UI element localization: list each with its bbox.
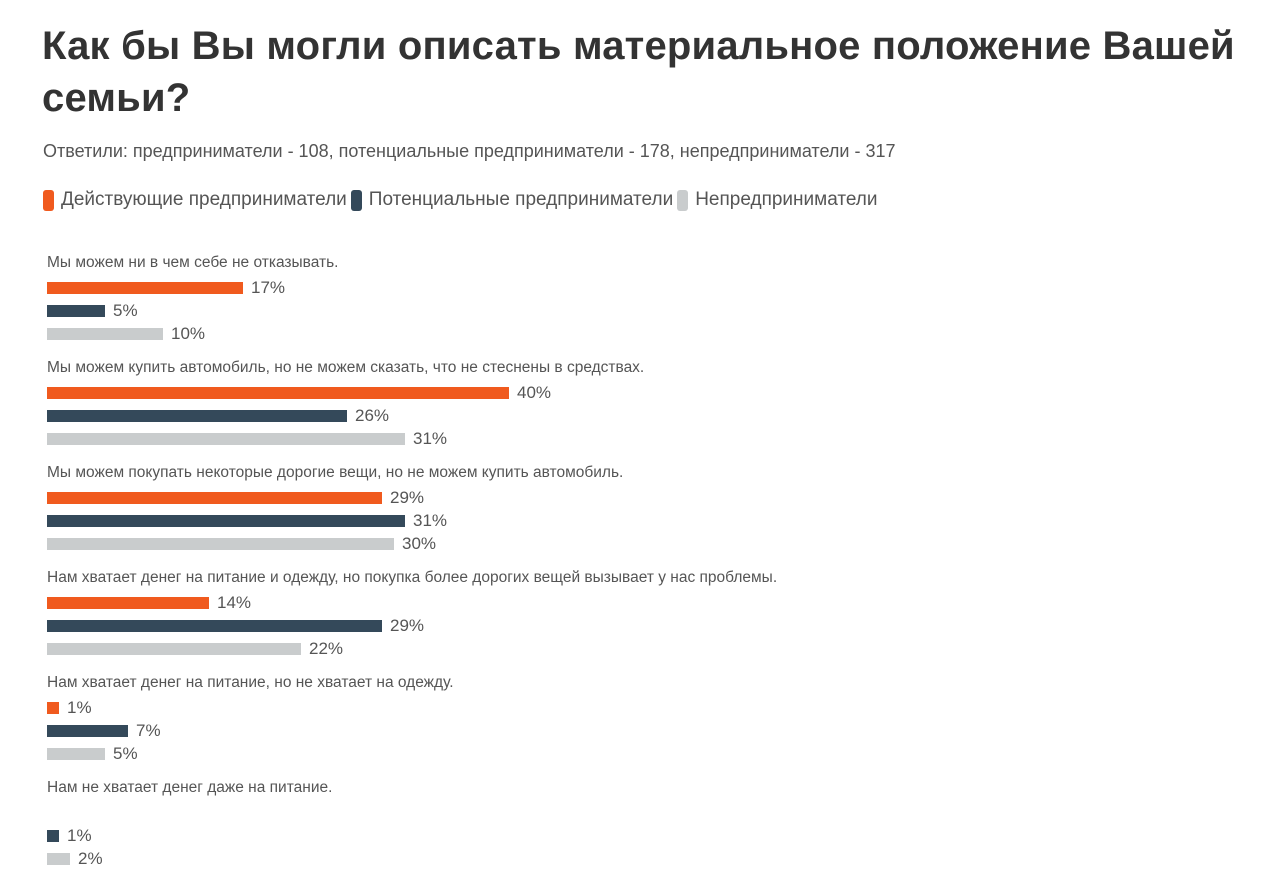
value-label: 2% xyxy=(78,849,103,868)
bar-group: Мы можем ни в чем себе не отказывать. 17… xyxy=(47,250,1247,345)
legend-label: Потенциальные предприниматели xyxy=(368,189,674,210)
value-label: 5% xyxy=(113,301,138,320)
bar[interactable] xyxy=(47,281,243,294)
value-label: 26% xyxy=(355,406,390,425)
category-label: Нам хватает денег на питание и одежду, н… xyxy=(47,569,778,586)
chart-subtitle: Ответили: предприниматели - 108, потенци… xyxy=(43,141,896,161)
bar-row xyxy=(47,801,1247,824)
bar-row: 30% xyxy=(47,532,1247,555)
bar[interactable] xyxy=(47,537,394,550)
bar-row: 1% xyxy=(47,824,1247,847)
value-label: 31% xyxy=(413,511,448,530)
bar-row: 5% xyxy=(47,299,1247,322)
value-label: 1% xyxy=(67,826,92,845)
value-label: 10% xyxy=(171,324,206,343)
bar[interactable] xyxy=(47,747,105,760)
bar[interactable] xyxy=(47,701,59,714)
bar-row: 14% xyxy=(47,591,1247,614)
bar-group: Мы можем покупать некоторые дорогие вещи… xyxy=(47,460,1247,555)
value-label: 7% xyxy=(136,721,161,740)
bar[interactable] xyxy=(47,596,209,609)
category-label: Нам хватает денег на питание, но не хват… xyxy=(47,674,454,691)
value-label: 14% xyxy=(217,593,252,612)
legend-item-non-entrepreneurs[interactable]: Непредприниматели xyxy=(677,189,877,211)
bar-row: 1% xyxy=(47,696,1247,719)
bar[interactable] xyxy=(47,327,163,340)
bar-row: 10% xyxy=(47,322,1247,345)
bar-group: Нам не хватает денег даже на питание. 1%… xyxy=(47,775,1247,870)
bar-row: 31% xyxy=(47,509,1247,532)
legend: Действующие предприниматели Потенциальны… xyxy=(43,189,881,211)
value-label: 29% xyxy=(390,616,425,635)
legend-item-potential-entrepreneurs[interactable]: Потенциальные предприниматели xyxy=(350,189,674,211)
category-label: Мы можем купить автомобиль, но не можем … xyxy=(47,359,645,376)
bar[interactable] xyxy=(47,304,105,317)
chart-title: Как бы Вы могли описать материальное пол… xyxy=(42,24,1235,120)
value-label: 22% xyxy=(309,639,344,658)
bar-row: 29% xyxy=(47,614,1247,637)
value-label: 30% xyxy=(402,534,437,553)
bar-row: 26% xyxy=(47,404,1247,427)
bar-group: Нам хватает денег на питание и одежду, н… xyxy=(47,565,1247,660)
bar-row: 31% xyxy=(47,427,1247,450)
legend-item-current-entrepreneurs[interactable]: Действующие предприниматели xyxy=(43,189,347,211)
bar-row: 7% xyxy=(47,719,1247,742)
bar[interactable] xyxy=(47,642,301,655)
bar[interactable] xyxy=(47,491,382,504)
legend-swatch-icon xyxy=(43,189,54,211)
category-label: Мы можем покупать некоторые дорогие вещи… xyxy=(47,464,624,481)
category-label: Мы можем ни в чем себе не отказывать. xyxy=(47,254,339,271)
value-label: 31% xyxy=(413,429,448,448)
bar-row: 40% xyxy=(47,381,1247,404)
bar-chart: Мы можем ни в чем себе не отказывать. 17… xyxy=(47,250,1247,870)
value-label: 5% xyxy=(113,744,138,763)
bar-row: 5% xyxy=(47,742,1247,765)
value-label: 17% xyxy=(251,278,286,297)
bar-group: Нам хватает денег на питание, но не хват… xyxy=(47,670,1247,765)
category-label: Нам не хватает денег даже на питание. xyxy=(47,779,333,796)
bar[interactable] xyxy=(47,432,405,445)
bar[interactable] xyxy=(47,619,382,632)
bar-row: 22% xyxy=(47,637,1247,660)
bar-row: 29% xyxy=(47,486,1247,509)
value-label: 29% xyxy=(390,488,425,507)
legend-label: Непредприниматели xyxy=(695,189,878,210)
value-label: 40% xyxy=(517,383,552,402)
bar[interactable] xyxy=(47,852,70,865)
bar[interactable] xyxy=(47,409,347,422)
legend-label: Действующие предприниматели xyxy=(61,189,347,210)
legend-swatch-icon xyxy=(677,189,689,211)
bar-row: 17% xyxy=(47,276,1247,299)
legend-swatch-icon xyxy=(350,189,362,211)
bar[interactable] xyxy=(47,514,405,527)
bar[interactable] xyxy=(47,724,128,737)
bar-group: Мы можем купить автомобиль, но не можем … xyxy=(47,355,1247,450)
bar[interactable] xyxy=(47,829,59,842)
bar-row: 2% xyxy=(47,847,1247,870)
bar[interactable] xyxy=(47,386,509,399)
value-label: 1% xyxy=(67,698,92,717)
